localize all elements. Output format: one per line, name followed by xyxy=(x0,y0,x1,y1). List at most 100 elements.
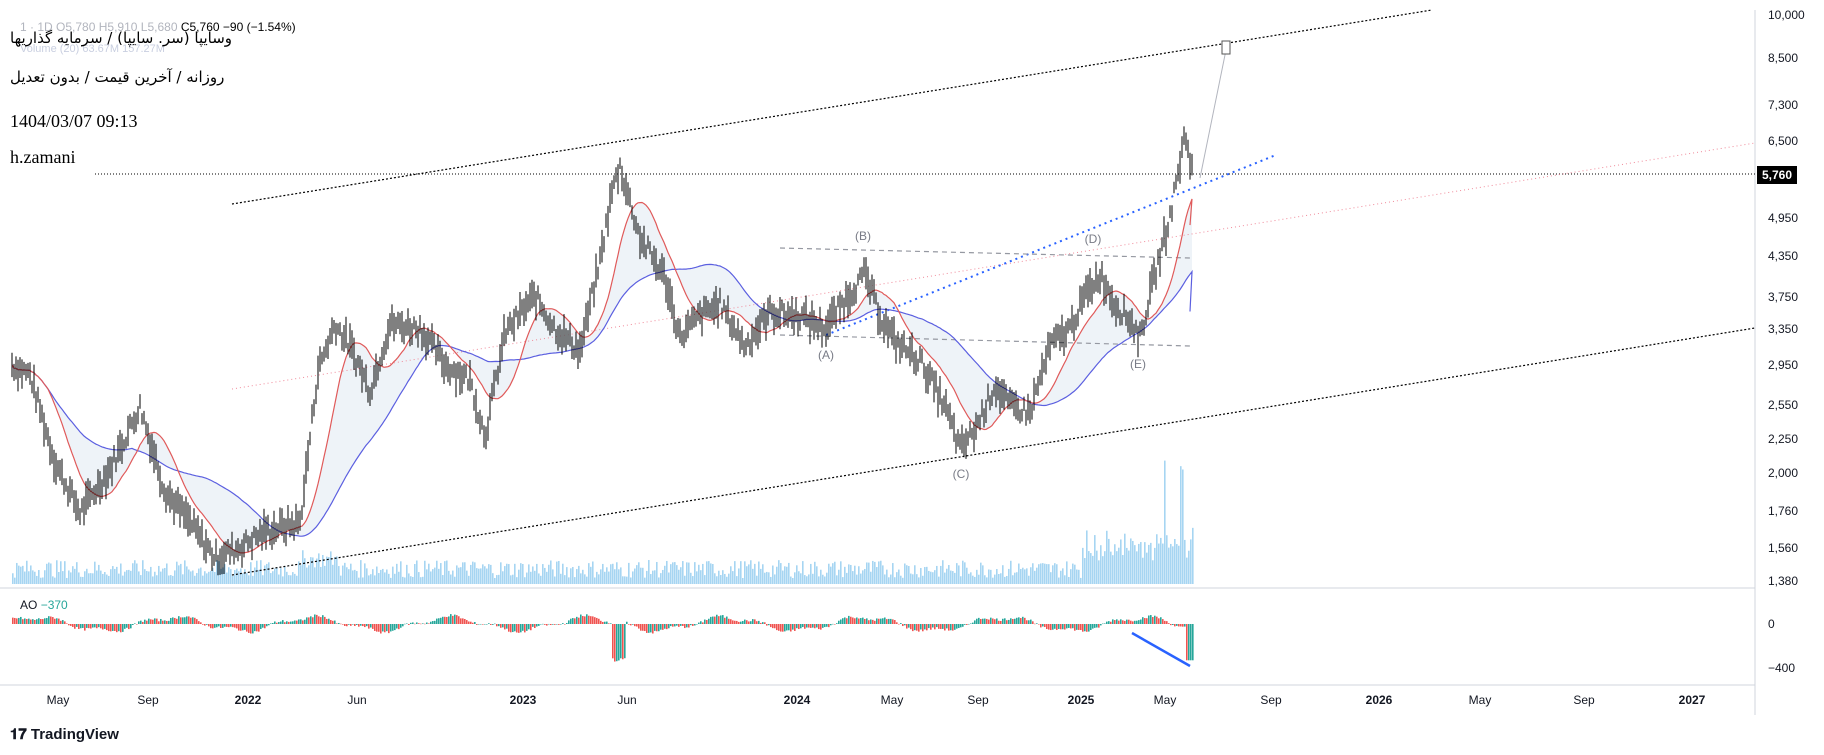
volume-bar xyxy=(574,577,576,584)
ao-bar xyxy=(12,617,14,624)
volume-bar xyxy=(38,570,40,584)
ao-bar xyxy=(1140,619,1142,624)
volume-bar xyxy=(1122,555,1124,584)
ao-bar xyxy=(140,620,142,624)
volume-bar xyxy=(848,564,850,584)
ao-bar xyxy=(330,620,332,624)
volume-bar xyxy=(388,573,390,584)
ao-bar xyxy=(654,624,656,631)
ao-bar xyxy=(284,622,286,624)
volume-bar xyxy=(360,560,362,584)
volume-bar xyxy=(780,563,782,584)
volume-bar xyxy=(1136,551,1138,584)
ao-bar xyxy=(534,624,536,629)
ao-bar xyxy=(356,624,358,625)
volume-bar xyxy=(810,563,812,584)
volume-bar xyxy=(456,565,458,584)
volume-bar xyxy=(344,562,346,584)
ao-bar xyxy=(978,617,980,624)
ao-bar xyxy=(766,624,768,626)
ao-bar xyxy=(274,621,276,624)
volume-bar xyxy=(316,558,318,584)
volume-bar xyxy=(1042,563,1044,584)
ao-bar xyxy=(478,624,480,625)
volume-bar xyxy=(272,571,274,584)
ao-bar xyxy=(884,617,886,624)
volume-bar xyxy=(1000,573,1002,584)
volume-bar xyxy=(950,570,952,584)
volume-bar xyxy=(742,577,744,584)
volume-bar xyxy=(426,569,428,584)
volume-bar xyxy=(402,576,404,584)
volume-bar xyxy=(470,564,472,584)
volume-bar xyxy=(556,561,558,584)
volume-bar xyxy=(314,567,316,584)
volume-bar xyxy=(76,562,78,584)
ao-bar xyxy=(240,624,242,631)
volume-bar xyxy=(112,566,114,584)
ao-bar xyxy=(302,620,304,624)
ao-bar xyxy=(1136,620,1138,624)
volume-bar xyxy=(22,565,24,584)
ao-bar xyxy=(640,624,642,631)
time-tick: 2027 xyxy=(1678,693,1706,707)
volume-bar xyxy=(74,568,76,584)
tradingview-logo[interactable]: 𝟏𝟕 TradingView xyxy=(10,726,119,743)
volume-bar xyxy=(658,577,660,584)
ao-bar xyxy=(676,624,678,626)
volume-bar xyxy=(820,569,822,584)
ao-bar xyxy=(800,624,802,629)
volume-bar xyxy=(152,576,154,584)
ao-bar xyxy=(562,623,564,624)
volume-bar xyxy=(150,566,152,584)
ao-bar xyxy=(252,624,254,634)
ao-bar xyxy=(178,616,180,624)
price-tick: 7,300 xyxy=(1768,98,1799,112)
ao-bar xyxy=(912,624,914,632)
ao-legend: AO −370 xyxy=(20,598,68,612)
ao-bar xyxy=(540,624,542,625)
ao-bar xyxy=(464,619,466,624)
volume-bar xyxy=(570,568,572,584)
volume-bar xyxy=(608,571,610,584)
volume-bar xyxy=(1048,564,1050,584)
ao-bar xyxy=(744,619,746,624)
volume-bar xyxy=(1084,558,1086,584)
volume-bar xyxy=(1146,552,1148,584)
volume-bar xyxy=(1018,563,1020,584)
ao-bar xyxy=(424,623,426,625)
ao-bar xyxy=(824,624,826,628)
ao-bar xyxy=(1090,624,1092,630)
volume-bar xyxy=(90,573,92,584)
ao-bar xyxy=(832,623,834,625)
volume-bar xyxy=(1066,561,1068,584)
ao-tick-0: 0 xyxy=(1768,617,1775,631)
volume-bar xyxy=(996,569,998,584)
ao-bar xyxy=(322,615,324,624)
ao-bar xyxy=(1162,619,1164,624)
ao-bar xyxy=(696,624,698,625)
volume-bar xyxy=(816,566,818,584)
ao-histogram xyxy=(12,614,1194,668)
ao-bar xyxy=(26,619,28,624)
time-tick: May xyxy=(880,693,904,707)
ao-bar xyxy=(658,624,660,632)
drawing-lines[interactable] xyxy=(11,9,1756,576)
volume-bar xyxy=(462,562,464,584)
ao-bar xyxy=(814,624,816,629)
ao-bar xyxy=(796,624,798,629)
ao-bar xyxy=(908,624,910,628)
volume-bar xyxy=(1144,542,1146,584)
volume-bar xyxy=(474,562,476,584)
ao-bar xyxy=(830,624,832,626)
volume-bar xyxy=(354,569,356,584)
volume-bar xyxy=(708,561,710,584)
volume-bar xyxy=(1094,535,1096,584)
volume-bar xyxy=(34,571,36,584)
ao-bar xyxy=(806,624,808,628)
ao-bar xyxy=(110,624,112,632)
volume-bar xyxy=(1150,542,1152,584)
volume-bar xyxy=(530,571,532,584)
volume-bar xyxy=(340,575,342,584)
